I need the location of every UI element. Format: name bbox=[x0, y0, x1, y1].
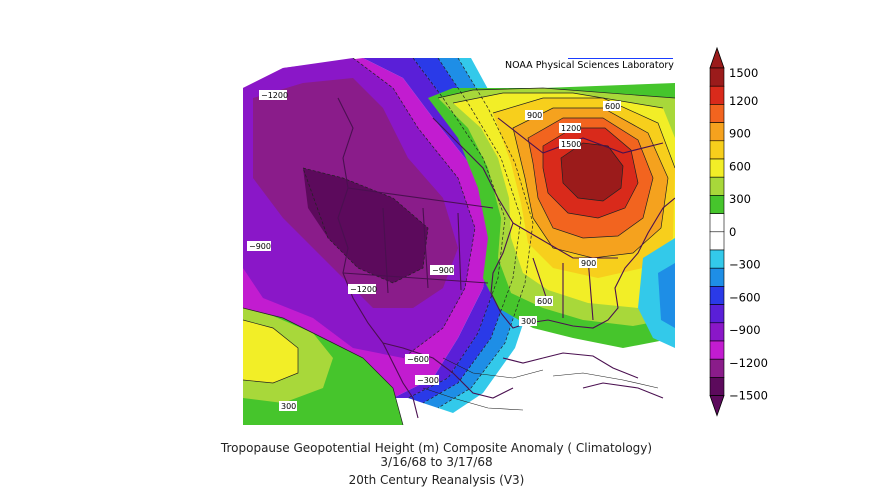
svg-text:−900: −900 bbox=[432, 266, 454, 275]
colorbar-swatch bbox=[709, 267, 725, 287]
colorbar-swatch bbox=[709, 377, 725, 396]
colorbar-swatch bbox=[709, 358, 725, 378]
svg-text:600: 600 bbox=[605, 102, 620, 111]
svg-text:−600: −600 bbox=[407, 355, 429, 364]
contour-label: −900 bbox=[247, 241, 271, 251]
colorbar-tick-label: −1200 bbox=[729, 356, 768, 370]
colorbar-tick-label: −1500 bbox=[729, 389, 768, 403]
contour-label: 300 bbox=[519, 316, 537, 326]
svg-text:600: 600 bbox=[537, 297, 552, 306]
colorbar-tick-label: 1200 bbox=[729, 94, 758, 108]
svg-text:900: 900 bbox=[581, 259, 596, 268]
svg-text:−900: −900 bbox=[249, 242, 271, 251]
colorbar-tick-label: −900 bbox=[729, 323, 761, 337]
contour-label: 600 bbox=[603, 101, 621, 111]
contour-label: 900 bbox=[579, 258, 597, 268]
colorbar-tick-label: 600 bbox=[729, 159, 751, 173]
colorbar-swatch bbox=[709, 304, 725, 324]
colorbar-labels: 1500 1200 900 600 300 0 −300 −600 −900 −1200 −1500 bbox=[729, 66, 768, 403]
svg-text:900: 900 bbox=[527, 111, 542, 120]
colorbar-swatch bbox=[709, 140, 725, 160]
colorbar-tick-label: 0 bbox=[729, 225, 736, 239]
contour-label: −300 bbox=[415, 375, 439, 385]
colorbar-swatch bbox=[709, 231, 725, 251]
colorbar-swatch bbox=[709, 286, 725, 305]
colorbar-swatch bbox=[709, 213, 725, 233]
colorbar-swatch bbox=[709, 158, 725, 178]
colorbar-tick-label: 1500 bbox=[729, 66, 758, 80]
colorbar-swatch bbox=[709, 340, 725, 360]
svg-text:−1200: −1200 bbox=[261, 91, 288, 100]
colorbar-swatch bbox=[709, 122, 725, 142]
figure-title: Tropopause Geopotential Height (m) Compo… bbox=[220, 441, 653, 455]
svg-text:300: 300 bbox=[281, 402, 296, 411]
svg-text:1200: 1200 bbox=[561, 124, 581, 133]
contour-label: −600 bbox=[405, 354, 429, 364]
contour-label: −1200 bbox=[348, 284, 377, 294]
colorbar-swatch bbox=[709, 85, 725, 105]
colorbar-blocks bbox=[709, 46, 725, 417]
colorbar-swatch bbox=[709, 249, 725, 269]
anomaly-map: −1200 −900 −1200 −900 −600 −300 300 300 … bbox=[243, 58, 675, 425]
credit-underline bbox=[568, 58, 673, 59]
contour-label: 300 bbox=[279, 401, 297, 411]
contour-label: −1200 bbox=[259, 90, 288, 100]
colorbar-top-arrow bbox=[709, 46, 725, 69]
colorbar-tick-label: 300 bbox=[729, 192, 751, 206]
colorbar: 1500 1200 900 600 300 0 −300 −600 −900 −1200 −1500 bbox=[709, 46, 768, 417]
contour-label: 600 bbox=[535, 296, 553, 306]
colorbar-tick-label: 900 bbox=[729, 127, 751, 141]
svg-text:1500: 1500 bbox=[561, 140, 581, 149]
svg-text:300: 300 bbox=[521, 317, 536, 326]
colorbar-swatch bbox=[709, 67, 725, 87]
colorbar-swatch bbox=[709, 322, 725, 342]
colorbar-swatch bbox=[709, 195, 725, 214]
contour-label: 900 bbox=[525, 110, 543, 120]
dataset-name: 20th Century Reanalysis (V3) bbox=[348, 473, 525, 487]
colorbar-bottom-arrow bbox=[709, 395, 725, 417]
date-range: 3/16/68 to 3/17/68 bbox=[380, 455, 493, 469]
colorbar-swatch bbox=[709, 176, 725, 196]
colorbar-tick-label: −600 bbox=[729, 290, 761, 304]
colorbar-swatch bbox=[709, 104, 725, 123]
contour-label: 1500 bbox=[559, 139, 581, 149]
svg-text:−1200: −1200 bbox=[350, 285, 377, 294]
svg-text:−300: −300 bbox=[417, 376, 439, 385]
contour-label: −900 bbox=[430, 265, 454, 275]
credit-text: NOAA Physical Sciences Laboratory bbox=[505, 60, 674, 71]
colorbar-tick-label: −300 bbox=[729, 258, 761, 272]
contour-label: 1200 bbox=[559, 123, 581, 133]
